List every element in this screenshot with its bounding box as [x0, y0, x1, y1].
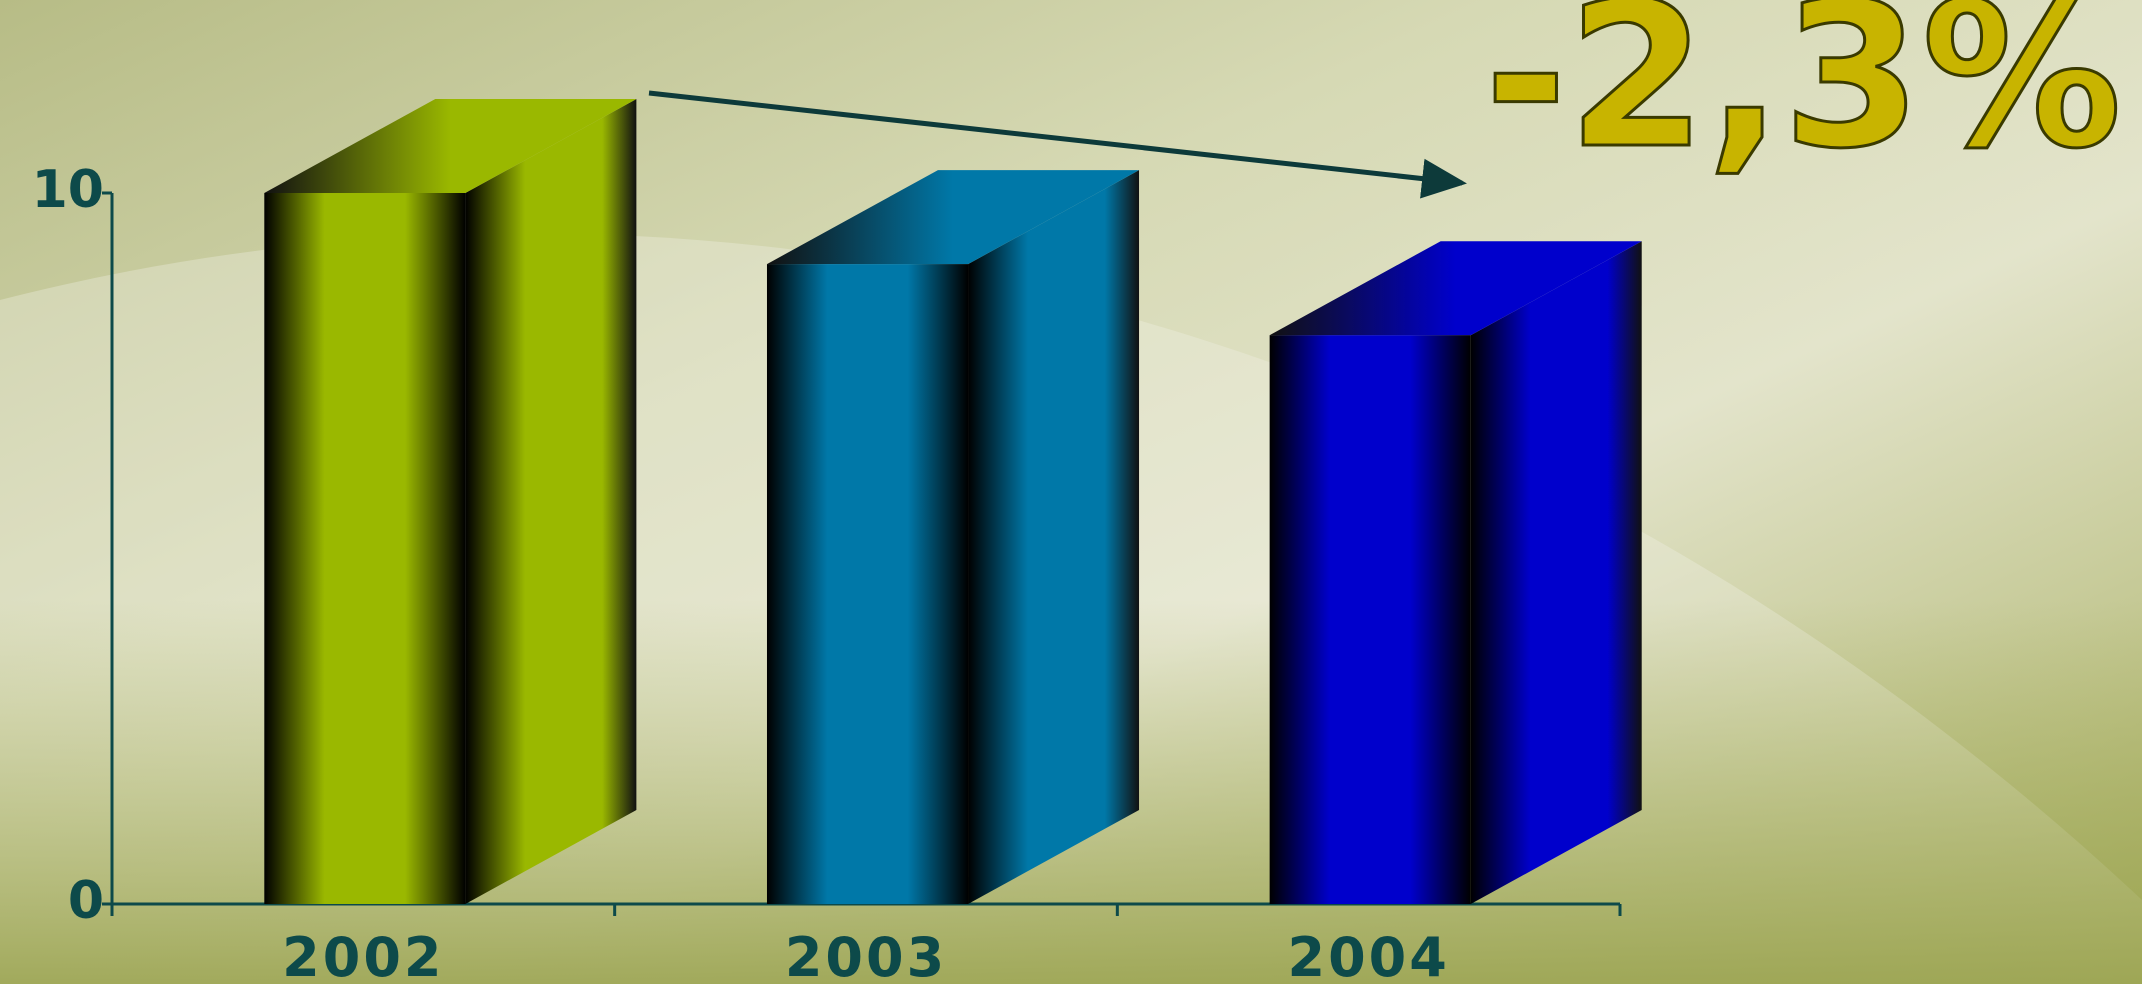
bar	[264, 193, 466, 904]
x-tick-label: 2002	[282, 926, 444, 984]
y-tick-label: 10	[32, 160, 104, 220]
bar-side	[968, 170, 1140, 905]
x-tick-label: 2004	[1288, 926, 1450, 984]
bar	[1269, 335, 1471, 904]
annotation: -2,3%	[1484, 0, 2122, 193]
x-tick-label: 2003	[785, 926, 947, 984]
y-tick-label: 0	[68, 871, 104, 931]
bar-top	[1269, 241, 1642, 336]
bar	[766, 264, 969, 905]
trend-arrow	[648, 90, 1467, 199]
bar-top	[264, 99, 637, 193]
bar-side	[1470, 241, 1642, 904]
bar-side	[465, 99, 637, 904]
bar-top	[766, 170, 1140, 265]
plot: 0 10 2002 2003 2004	[32, 99, 1642, 984]
